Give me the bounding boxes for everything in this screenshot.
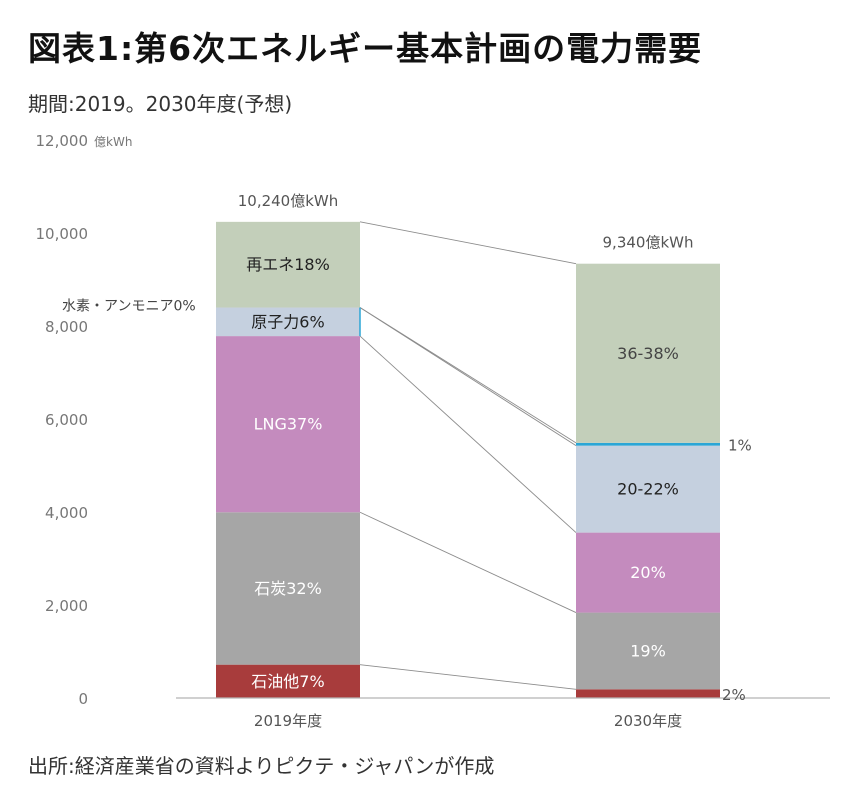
chart-subtitle: 期間:2019。2030年度(予想) xyxy=(28,92,293,116)
connector-line xyxy=(359,307,577,444)
total-label: 9,340億kWh xyxy=(603,234,694,252)
bar-segment-5-2 xyxy=(576,442,720,446)
x-axis: 2019年度 2030年度 xyxy=(176,697,830,730)
segment-label: 20% xyxy=(630,563,666,582)
data-labels: 石油他7% 2% 石炭32% 19% LNG37% 20% 原子力6% 20-22% 水素・アン… xyxy=(62,192,752,704)
segment-label: 2% xyxy=(722,686,746,704)
chart-title: 図表1:第6次エネルギー基本計画の電力需要 xyxy=(28,29,703,68)
connector-lines xyxy=(359,221,577,690)
bar-segments xyxy=(216,221,720,698)
segment-label: 36-38% xyxy=(617,344,679,363)
bar-segment-3-2 xyxy=(576,532,720,613)
segment-label: 原子力6% xyxy=(251,312,324,331)
bar-segment-1-2 xyxy=(576,689,720,698)
x-category-label: 2019年度 xyxy=(254,712,322,730)
segment-label: LNG37% xyxy=(254,415,323,434)
y-unit-label: 億kWh xyxy=(94,135,132,149)
segment-label: 19% xyxy=(630,641,666,660)
y-tick-label: 10,000 xyxy=(36,225,89,243)
source-note: 出所:経済産業省の資料よりピクテ・ジャパンが作成 xyxy=(28,754,495,778)
connector-line xyxy=(359,664,577,690)
x-category-label: 2030年度 xyxy=(614,712,682,730)
connector-line xyxy=(359,335,577,533)
bar-segment-2-2 xyxy=(576,612,720,690)
bar-segment-2-1 xyxy=(216,512,360,665)
segment-label: 再エネ18% xyxy=(246,255,330,274)
segment-label: 石油他7% xyxy=(251,672,324,691)
bar-segment-3-1 xyxy=(216,336,360,513)
bar-segment-4-1 xyxy=(216,307,360,337)
connector-line xyxy=(359,511,577,613)
connector-line xyxy=(359,221,577,265)
segment-label: 水素・アンモニア0% xyxy=(62,299,196,315)
y-tick-label: 6,000 xyxy=(45,411,88,429)
segment-label: 石炭32% xyxy=(254,579,322,598)
y-tick-label: 4,000 xyxy=(45,504,88,522)
y-tick-label: 0 xyxy=(78,690,88,708)
segment-label: 1% xyxy=(728,437,752,455)
y-tick-label: 2,000 xyxy=(45,597,88,615)
total-label: 10,240億kWh xyxy=(238,192,339,210)
y-tick-label: 8,000 xyxy=(45,318,88,336)
segment-label: 20-22% xyxy=(617,480,679,499)
bar-segment-4-2 xyxy=(576,445,720,533)
y-tick-label: 12,000 xyxy=(36,132,89,150)
y-axis: 0 2,000 4,000 6,000 8,000 10,000 12,000 億kWh xyxy=(36,132,133,708)
bar-segment-1-1 xyxy=(216,664,360,698)
bar-segment-6-1 xyxy=(216,221,360,308)
bar-segment-6-2 xyxy=(576,263,720,443)
